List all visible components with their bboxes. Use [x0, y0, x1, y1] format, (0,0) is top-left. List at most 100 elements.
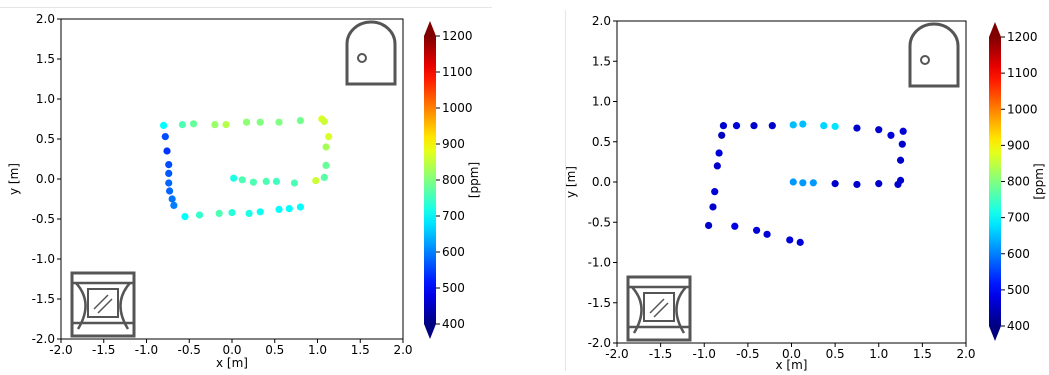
- door-icon: [345, 20, 397, 86]
- data-point: [896, 156, 905, 164]
- data-point: [165, 161, 173, 169]
- data-point: [242, 118, 251, 126]
- colorbar-tick-label: 700: [442, 209, 465, 223]
- y-tick-label: 0.0: [592, 175, 611, 189]
- colorbar-tick-label: 500: [1007, 283, 1030, 297]
- colorbar-tick-label: 600: [442, 245, 465, 259]
- data-point: [763, 230, 771, 238]
- window-glare: [97, 298, 113, 314]
- colorbar-tick-label: 1100: [1007, 66, 1038, 80]
- data-point: [275, 205, 283, 213]
- data-point: [168, 195, 176, 203]
- window-curtain-left: [75, 282, 87, 330]
- y-tick-label: -0.5: [32, 212, 55, 226]
- data-point: [831, 122, 839, 131]
- door-outline: [908, 22, 960, 88]
- x-tick-label: 0.0: [222, 343, 241, 357]
- y-tick-label: 0.5: [592, 135, 611, 149]
- data-point: [222, 121, 230, 129]
- data-point: [898, 140, 906, 148]
- data-point: [796, 238, 804, 246]
- data-point: [230, 174, 238, 182]
- data-point: [705, 221, 713, 230]
- x-tick-label: -2.0: [49, 343, 72, 357]
- window-curtain-left: [631, 286, 643, 334]
- data-point: [711, 188, 719, 196]
- data-point: [245, 209, 253, 217]
- data-point: [189, 120, 198, 128]
- colorbar-extend-top: [424, 21, 436, 36]
- data-point: [789, 121, 797, 129]
- panel-divider-line: [565, 10, 566, 371]
- data-point: [262, 177, 270, 185]
- data-point: [211, 121, 219, 129]
- y-tick-label: 0.5: [36, 132, 55, 146]
- data-point: [768, 122, 776, 130]
- data-point: [753, 226, 761, 234]
- data-point: [215, 209, 223, 217]
- chart-panel-2: -2.0 -1.5 -1.0 -0.5 0.0 0.5 1.0 1.5 2.0 -2.0 -1.5 -…: [564, 14, 1046, 372]
- x-tick-label: 1.0: [308, 343, 327, 357]
- data-point: [789, 178, 797, 186]
- data-point: [820, 122, 828, 130]
- window-frame: [70, 271, 136, 338]
- data-point: [894, 180, 902, 189]
- window-glare: [649, 298, 665, 314]
- colorbar-tick-label: 900: [442, 137, 465, 151]
- chart-panel-1: -2.0 -1.5 -1.0 -0.5 0.0 0.5 1.0 1.5 2.0 -2.0 -1.5 -…: [7, 12, 481, 370]
- x-tick-label: 2.0: [393, 343, 412, 357]
- data-point: [170, 201, 178, 209]
- data-point: [238, 176, 246, 184]
- y-tick-label: 1.5: [592, 54, 611, 68]
- door-knob: [357, 53, 367, 63]
- y-tick-label: 0.0: [36, 172, 55, 186]
- data-point: [887, 131, 895, 139]
- x-tick-label: -1.0: [135, 343, 158, 357]
- y-tick-label: -1.5: [32, 292, 55, 306]
- x-tick-label: -1.0: [693, 347, 716, 361]
- colorbar-tick-label: 1200: [442, 29, 473, 43]
- colorbar-label: [ppm]: [467, 162, 481, 198]
- data-point: [160, 121, 168, 129]
- data-point: [853, 180, 861, 189]
- data-point: [715, 149, 723, 157]
- data-point: [165, 179, 173, 187]
- data-point: [228, 209, 236, 217]
- window-curtain-right: [119, 282, 131, 330]
- y-tick-label: 1.0: [36, 92, 55, 106]
- colorbar-tick-label: 500: [442, 281, 465, 295]
- data-point: [181, 213, 189, 221]
- y-axis-label: y [m]: [564, 166, 578, 198]
- data-point: [285, 205, 293, 213]
- x-tick-label: 1.5: [351, 343, 370, 357]
- data-point: [161, 133, 169, 141]
- colorbar-tick-label: 700: [1007, 211, 1030, 225]
- colorbar-tick-label: 1000: [442, 101, 473, 115]
- data-point: [272, 177, 281, 185]
- data-point: [799, 179, 807, 187]
- data-point: [322, 143, 330, 151]
- window-glare: [653, 302, 669, 318]
- colorbar-tick-label: 600: [1007, 247, 1030, 261]
- y-tick-label: 2.0: [36, 12, 55, 26]
- data-point: [322, 161, 330, 169]
- colorbar-tick-label: 800: [1007, 175, 1030, 189]
- data-point: [786, 236, 794, 244]
- data-point: [312, 177, 320, 185]
- data-point: [256, 208, 264, 216]
- data-point: [799, 120, 807, 128]
- top-divider-line: [0, 7, 492, 8]
- x-tick-label: 1.5: [913, 347, 932, 361]
- colorbar-tick-label: 400: [1007, 319, 1030, 333]
- window-pane: [87, 288, 119, 318]
- window-pane: [643, 292, 675, 322]
- data-point: [809, 179, 817, 187]
- x-tick-label: 0.5: [826, 347, 845, 361]
- colorbar-tick-label: 1200: [1007, 30, 1038, 44]
- data-point: [875, 180, 883, 188]
- data-point: [853, 124, 861, 132]
- y-tick-label: -2.0: [32, 332, 55, 346]
- data-point: [750, 122, 758, 130]
